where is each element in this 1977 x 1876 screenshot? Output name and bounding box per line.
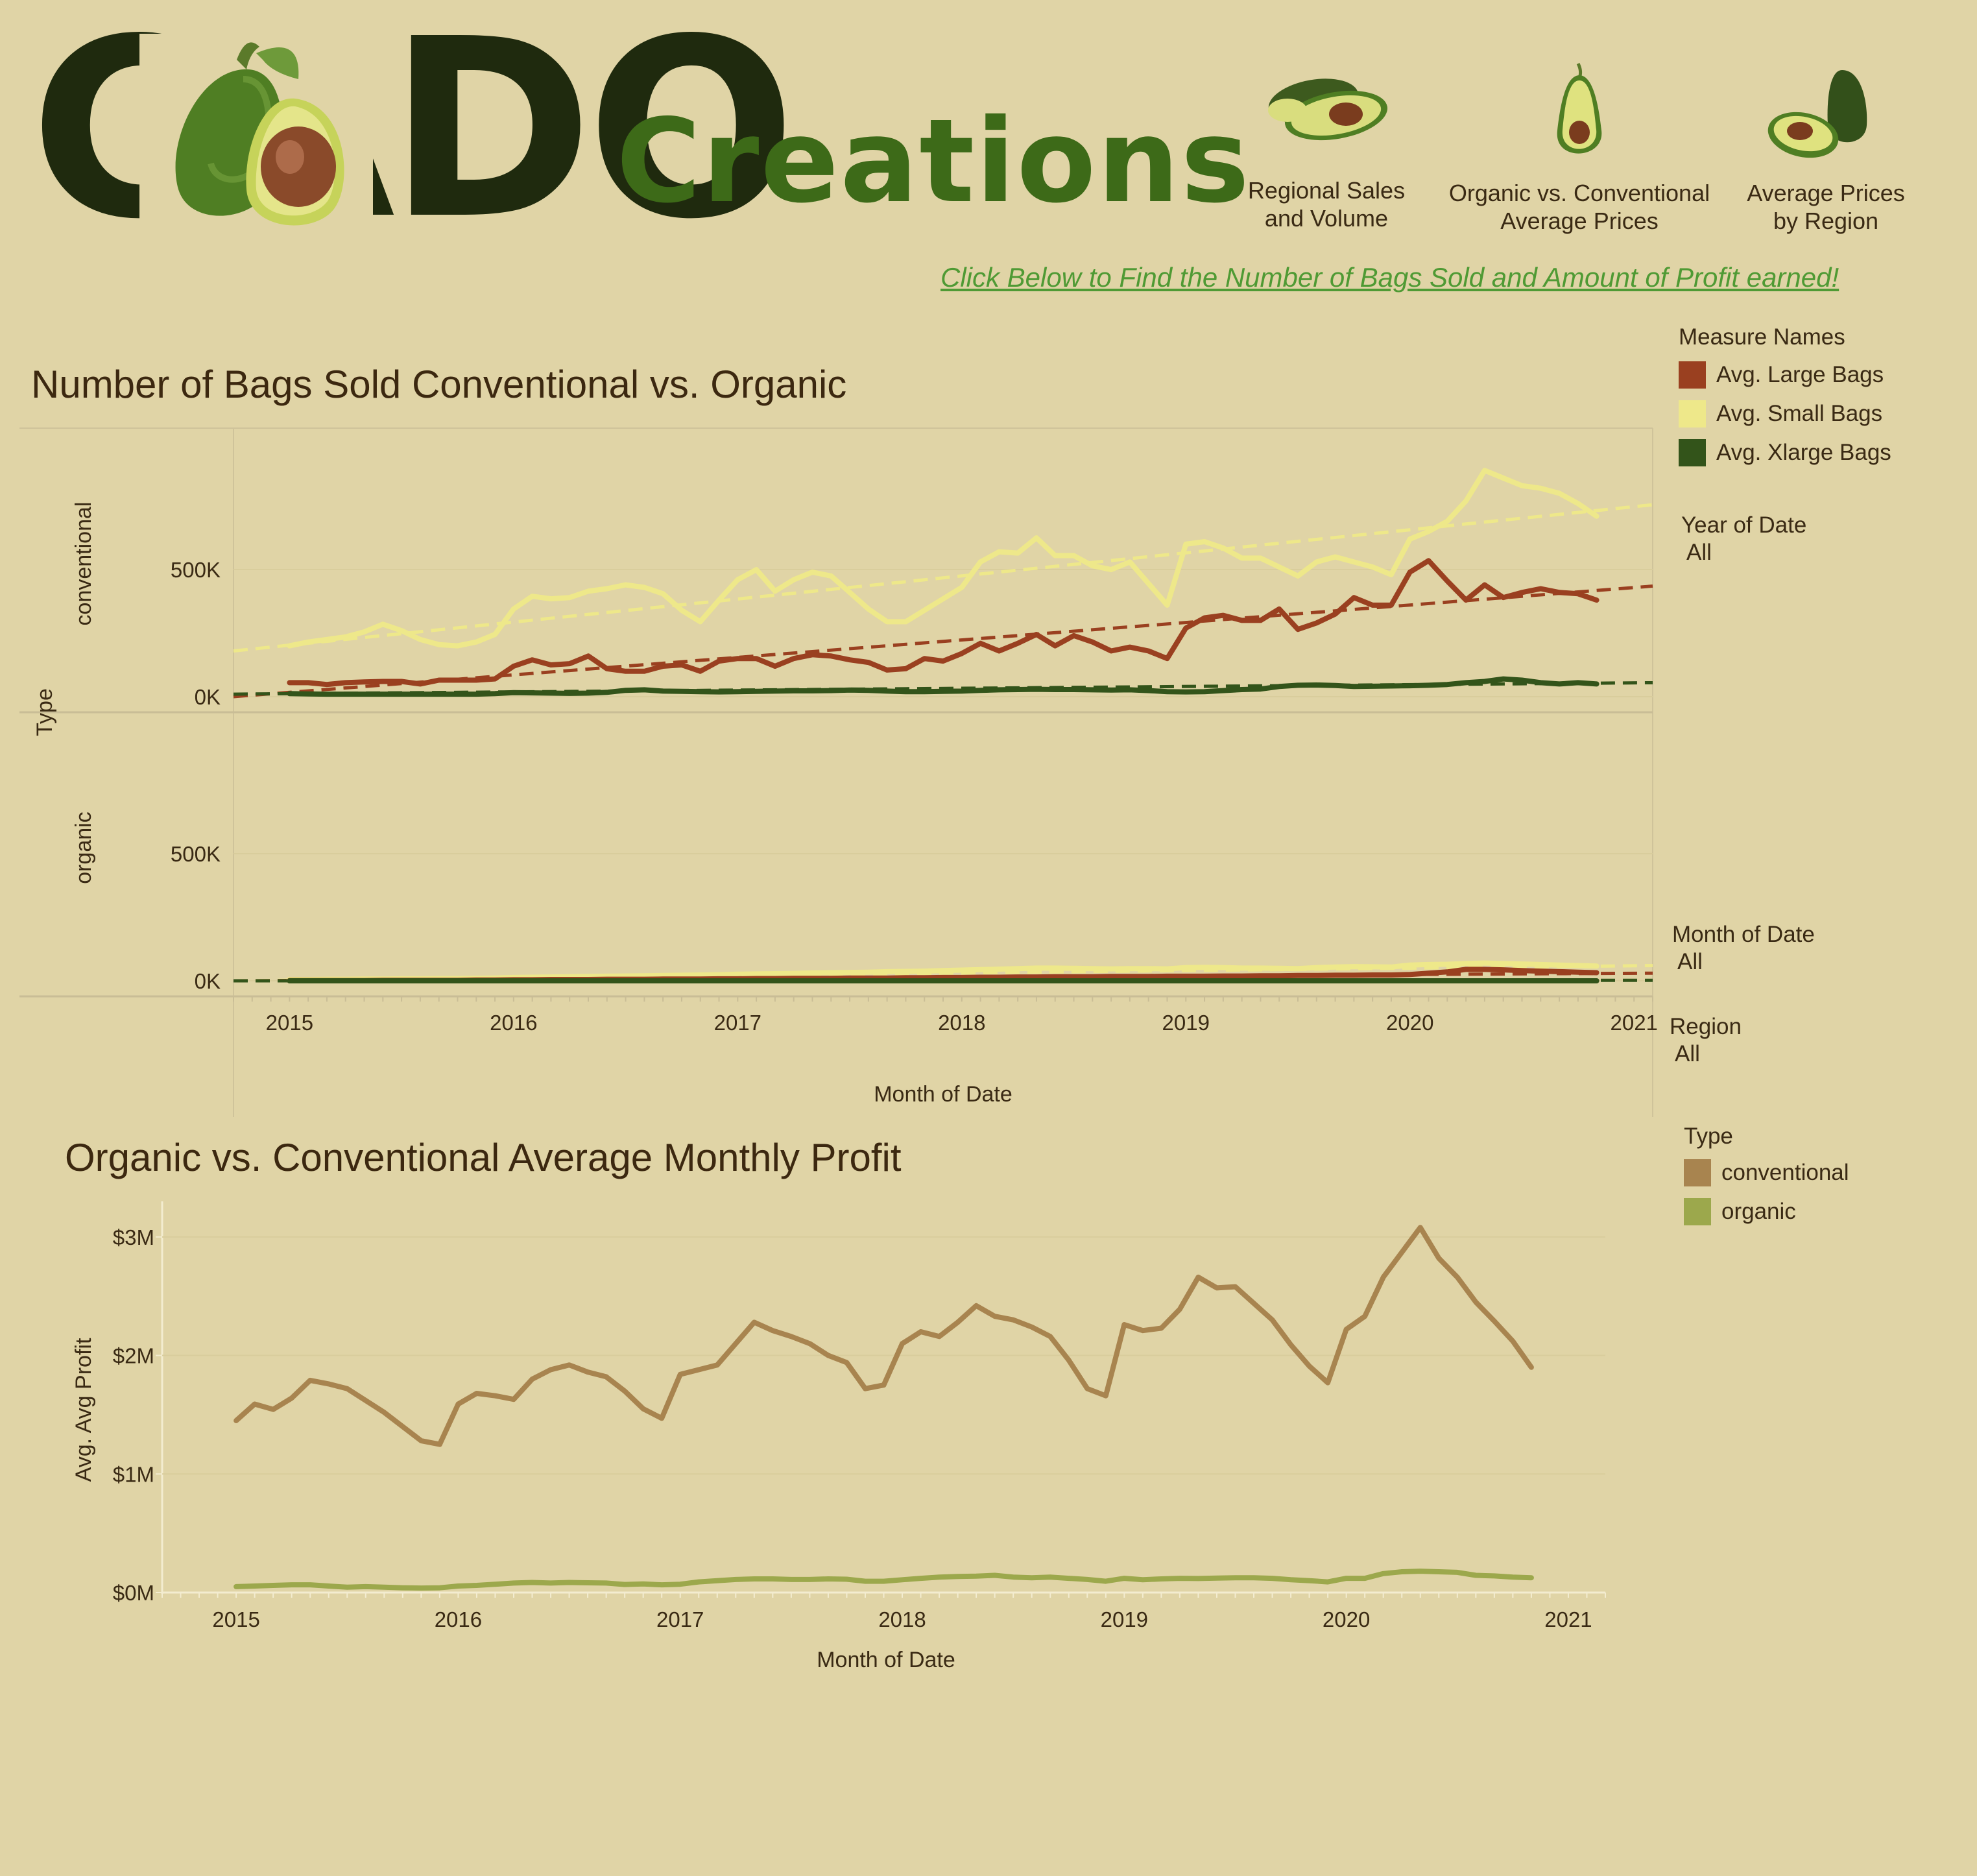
avocado-whole-half-icon <box>1767 70 1867 158</box>
legend-label: Avg. Xlarge Bags <box>1716 440 1891 465</box>
y-tick-label: 0K <box>195 969 221 993</box>
trend-line-avg-large-bags <box>233 584 1653 699</box>
x-tick-label: 2017 <box>714 1011 761 1035</box>
legend-label: Avg. Small Bags <box>1716 401 1883 426</box>
x-tick-label: 2021 <box>1544 1607 1592 1631</box>
legend-item-conventional[interactable]: conventional <box>1684 1153 1849 1192</box>
measure-legend: Measure Names Avg. Large Bags Avg. Small… <box>1679 324 1891 472</box>
bags-profit-link[interactable]: Click Below to Find the Number of Bags S… <box>941 262 1839 293</box>
legend-swatch <box>1684 1159 1711 1186</box>
profit-chart-title: Organic vs. Conventional Average Monthly… <box>65 1136 902 1179</box>
x-tick-label: 2019 <box>1162 1011 1210 1035</box>
x-tick-label: 2015 <box>212 1607 259 1631</box>
nav-regional-sales-label: Regional Sales and Volume <box>1247 177 1406 232</box>
nav-regional-sales[interactable]: Regional Sales and Volume <box>1226 58 1427 234</box>
logo-avocado-icon <box>139 34 373 235</box>
legend-item-small-bags[interactable]: Avg. Small Bags <box>1679 394 1891 433</box>
filter-region-title: Region <box>1670 1014 1742 1039</box>
series-line-avg-large-bags <box>287 558 1600 688</box>
nav-organic-vs-conventional-label: Organic vs. Conventional Average Prices <box>1448 180 1710 234</box>
filter-month[interactable]: Month of Date All <box>1672 921 1815 976</box>
trend-line-avg-small-bags <box>233 503 1653 653</box>
x-tick-label: 2020 <box>1386 1011 1433 1035</box>
filter-year-title: Year of Date <box>1681 512 1807 538</box>
y-axis-title: Avg. Avg Profit <box>71 1338 96 1482</box>
x-axis-title: Month of Date <box>874 1082 1012 1107</box>
legend-swatch <box>1679 361 1706 389</box>
series-line-conventional <box>234 1225 1534 1447</box>
legend-item-xlarge-bags[interactable]: Avg. Xlarge Bags <box>1679 433 1891 472</box>
x-tick-label: 2016 <box>435 1607 482 1631</box>
x-tick-label: 2019 <box>1101 1607 1148 1631</box>
series-line-avg-small-bags <box>287 468 1600 649</box>
filter-year-value[interactable]: All <box>1686 540 1712 565</box>
legend-swatch <box>1679 439 1706 466</box>
y-tick-label: 0K <box>195 685 221 709</box>
legend-label: conventional <box>1721 1160 1849 1185</box>
y-tick-label: $1M <box>113 1462 154 1486</box>
type-legend: Type conventional organic <box>1684 1124 1849 1231</box>
x-axis-title: Month of Date <box>817 1648 955 1672</box>
avocado-halves-icon <box>1268 78 1388 141</box>
legend-label: organic <box>1721 1199 1796 1224</box>
filter-region[interactable]: Region All <box>1670 1013 1742 1068</box>
legend-item-large-bags[interactable]: Avg. Large Bags <box>1679 355 1891 394</box>
x-tick-label: 2017 <box>656 1607 704 1631</box>
x-tick-label: 2020 <box>1323 1607 1370 1631</box>
x-tick-label: 2018 <box>878 1607 926 1631</box>
type-legend-title: Type <box>1684 1124 1733 1149</box>
y-tick-label: 500K <box>171 558 221 582</box>
bags-chart[interactable]: Type conventional 0K 500K organic 0K 500K 2015 2… <box>0 415 1673 1129</box>
y-tick-label: $3M <box>113 1225 154 1249</box>
panel-label: organic <box>71 812 96 884</box>
legend-swatch <box>1684 1198 1711 1225</box>
nav-organic-vs-conventional[interactable]: Organic vs. Conventional Average Prices <box>1440 58 1719 234</box>
legend-item-organic[interactable]: organic <box>1684 1192 1849 1231</box>
avocado-half-icon <box>1557 62 1602 154</box>
y-tick-label: $0M <box>113 1581 154 1605</box>
measure-legend-title: Measure Names <box>1679 324 1845 350</box>
y-tick-label: $2M <box>113 1344 154 1368</box>
x-tick-label: 2016 <box>490 1011 537 1035</box>
row-axis-title: Type <box>32 688 57 736</box>
nav-average-prices-region-label: Average Prices by Region <box>1747 180 1905 234</box>
x-tick-label: 2018 <box>938 1011 985 1035</box>
legend-swatch <box>1679 400 1706 427</box>
nav-average-prices-region[interactable]: Average Prices by Region <box>1732 58 1920 234</box>
logo-word: Creations <box>616 94 1251 228</box>
bags-chart-title: Number of Bags Sold Conventional vs. Org… <box>31 363 847 406</box>
profit-chart[interactable]: $0M $1M $2M $3M Avg. Avg Profit 2015 2016 2017 2… <box>0 1187 1673 1693</box>
series-line-avg-xlarge-bags <box>287 676 1600 697</box>
filter-month-title: Month of Date <box>1672 922 1815 947</box>
filter-year[interactable]: Year of Date All <box>1681 512 1806 566</box>
x-tick-label: 2015 <box>266 1011 313 1035</box>
filter-month-value[interactable]: All <box>1677 949 1703 974</box>
panel-label: conventional <box>71 502 96 626</box>
legend-label: Avg. Large Bags <box>1716 362 1884 387</box>
filter-region-value[interactable]: All <box>1675 1041 1700 1066</box>
y-tick-label: 500K <box>171 842 221 866</box>
series-line-organic <box>234 1569 1534 1591</box>
x-tick-label: 2021 <box>1610 1011 1657 1035</box>
logo[interactable]: CADO Creations <box>26 6 1249 253</box>
